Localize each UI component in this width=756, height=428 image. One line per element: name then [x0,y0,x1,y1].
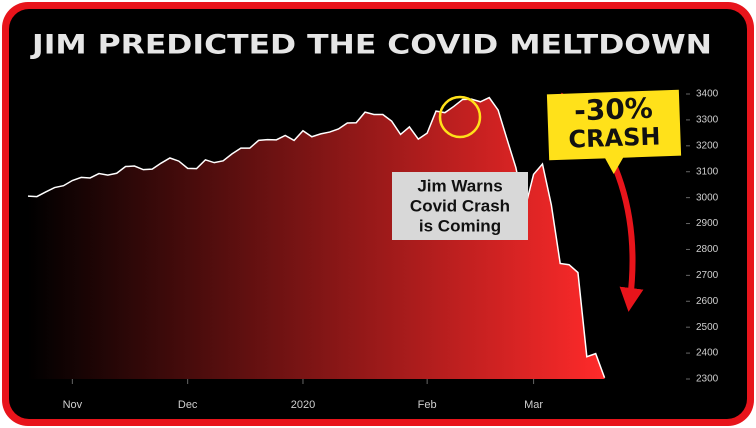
line [27,96,606,378]
x-tick-label: Nov [63,399,83,411]
y-tick-label: 3400 [696,89,719,100]
callout-text: Covid Crash [410,196,510,215]
x-tick-label: Mar [524,399,543,411]
callout-text: is Coming [419,216,501,235]
crash-text: -30% [574,92,654,128]
y-tick-label: 2700 [696,270,719,281]
y-tick-label: 2900 [696,218,719,229]
y-tick-label: 2600 [696,296,719,307]
callout-text: Jim Warns [417,176,502,195]
crash-box [546,89,682,175]
chart-title: JIM PREDICTED THE COVID MELTDOWN [30,30,712,61]
highlight-circle [438,95,482,139]
y-tick-label: 3200 [696,140,719,151]
callout-box [392,172,528,240]
y-tick-label: 2400 [696,348,719,359]
y-tick-label: 3300 [696,115,719,126]
x-tick-label: Feb [418,399,437,411]
y-tick-label: 3100 [696,166,719,177]
y-tick-label: 2800 [696,244,719,255]
y-tick-label: 3000 [696,192,719,203]
crash-label: -30%CRASH [546,89,682,175]
x-tick-label: 2020 [291,399,315,411]
y-tick-label: 2500 [696,322,719,333]
y-tick-label: 2300 [696,374,719,385]
x-tick-label: Dec [178,399,198,411]
crash-text: CRASH [568,122,661,153]
area [28,97,605,380]
